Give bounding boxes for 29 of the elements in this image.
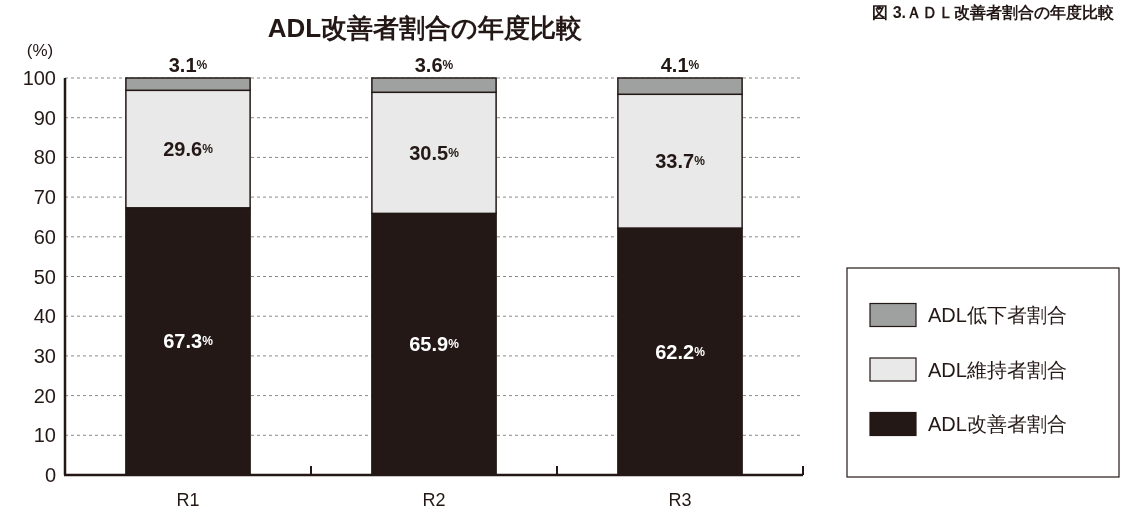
- y-tick-label: 60: [33, 225, 56, 248]
- data-label: 4.1%: [660, 54, 700, 76]
- y-tick-label: 70: [33, 186, 56, 209]
- x-tick-label: R2: [422, 490, 446, 510]
- y-tick-label: 100: [22, 67, 56, 89]
- y-tick-label: 0: [44, 464, 56, 486]
- data-label: 62.2%: [655, 340, 706, 363]
- y-tick-label: 20: [33, 384, 56, 407]
- data-label: 65.9%: [409, 333, 460, 356]
- data-label: 30.5%: [409, 141, 460, 164]
- y-axis-title: (%): [26, 40, 54, 60]
- x-tick-label: R3: [668, 490, 692, 510]
- caption: 図 3.ＡＤＬ改善者割合の年度比較: [872, 3, 1115, 21]
- legend-label: ADL改善者割合: [928, 413, 1067, 435]
- y-tick-label: 50: [33, 265, 56, 288]
- y-tick-label: 40: [33, 305, 56, 328]
- legend-label: ADL維持者割合: [928, 358, 1067, 381]
- y-tick-label: 90: [33, 106, 56, 129]
- chart-title: ADL改善者割合の年度比較: [267, 13, 584, 43]
- y-tick-label: 80: [33, 146, 56, 169]
- data-label: 3.1%: [168, 54, 208, 76]
- data-label: 3.6%: [414, 54, 454, 76]
- legend-label: ADL低下者割合: [928, 304, 1067, 326]
- y-tick-label: 30: [33, 344, 56, 367]
- data-label: 29.6%: [163, 138, 214, 161]
- data-label: 33.7%: [655, 150, 706, 173]
- data-label: 67.3%: [163, 330, 214, 353]
- x-tick-label: R1: [176, 490, 200, 510]
- y-tick-label: 10: [33, 424, 56, 447]
